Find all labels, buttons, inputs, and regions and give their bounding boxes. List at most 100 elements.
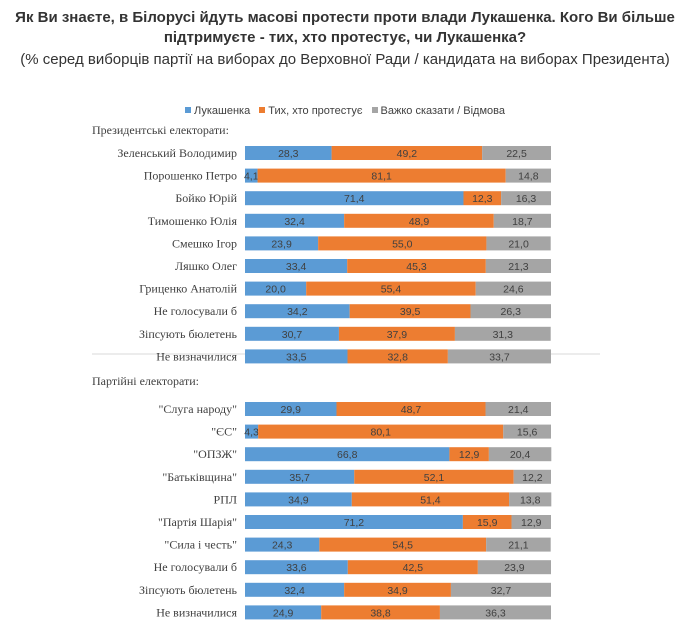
bar-segment-protesters xyxy=(318,236,487,251)
bar-segment-protesters xyxy=(462,515,512,529)
legend-swatch-lukashenko xyxy=(184,107,191,113)
bar-segment-hard-to-say xyxy=(477,560,551,575)
category-label: Бойко Юрій xyxy=(175,191,237,205)
bar-segment-lukashenko xyxy=(245,582,345,597)
category-label: "ЄС" xyxy=(211,425,237,439)
bar-segment-protesters xyxy=(344,213,494,228)
category-label: "Слуга народу" xyxy=(158,402,237,416)
data-label-hard-to-say: 16,3 xyxy=(516,193,537,205)
bar-segment-protesters xyxy=(463,191,502,206)
data-label-lukashenko: 4,1 xyxy=(244,171,259,183)
bar-segment-hard-to-say xyxy=(511,515,551,529)
bar-segment-hard-to-say xyxy=(485,402,551,416)
data-label-lukashenko: 20,0 xyxy=(265,284,286,296)
bar-segment-hard-to-say xyxy=(447,349,551,364)
legend-item-hard-to-say: Важко сказати / Відмова xyxy=(371,105,505,117)
data-label-lukashenko: 30,7 xyxy=(282,329,303,341)
category-label: Зеленський Володимир xyxy=(117,146,237,160)
bar-segment-protesters xyxy=(331,146,483,160)
bar-segment-lukashenko xyxy=(245,469,355,484)
bar-segment-hard-to-say xyxy=(509,492,552,507)
data-label-hard-to-say: 23,9 xyxy=(504,562,525,574)
bar-segment-lukashenko xyxy=(245,259,348,273)
data-label-protesters: 39,5 xyxy=(400,306,421,318)
data-label-hard-to-say: 12,2 xyxy=(522,472,543,484)
legend-label-protesters: Тих, хто протестує xyxy=(268,105,363,117)
data-label-lukashenko: 28,3 xyxy=(278,148,299,160)
data-label-hard-to-say: 22,5 xyxy=(506,148,527,160)
legend-label-hard-to-say: Важко сказати / Відмова xyxy=(380,105,505,117)
data-label-lukashenko: 32,4 xyxy=(284,585,305,597)
bar-segment-protesters xyxy=(336,402,486,416)
category-label: Тимошенко Юлія xyxy=(148,214,238,228)
data-label-lukashenko: 35,7 xyxy=(289,472,310,484)
legend-item-protesters: Тих, хто протестує xyxy=(259,105,362,117)
data-label-protesters: 12,3 xyxy=(472,193,493,205)
bar-segment-lukashenko xyxy=(245,537,320,552)
category-label: РПЛ xyxy=(214,492,237,506)
data-label-hard-to-say: 32,7 xyxy=(491,585,512,597)
bar-segment-hard-to-say xyxy=(513,469,551,484)
bar-segment-hard-to-say xyxy=(486,236,551,251)
bar-segment-lukashenko xyxy=(245,492,352,507)
group-label: Президентські електорати: xyxy=(92,123,229,137)
data-label-protesters: 81,1 xyxy=(371,171,392,183)
data-label-protesters: 38,8 xyxy=(370,607,391,619)
data-label-lukashenko: 71,2 xyxy=(344,517,365,529)
category-label: Не визначилися xyxy=(156,605,237,619)
bar-segment-lukashenko xyxy=(245,304,350,319)
chart-subtitle: (% серед виборців партії на виборах до В… xyxy=(20,51,670,68)
data-label-lukashenko: 33,4 xyxy=(286,261,307,273)
bar-segment-protesters xyxy=(349,304,471,319)
data-label-protesters: 48,7 xyxy=(401,404,422,416)
category-label: Не визначилися xyxy=(156,349,237,363)
data-label-lukashenko: 34,9 xyxy=(288,494,309,506)
data-label-hard-to-say: 21,4 xyxy=(508,404,529,416)
bar-segment-protesters xyxy=(321,605,440,620)
bar-segment-lukashenko xyxy=(245,515,463,529)
bar-segment-hard-to-say xyxy=(475,281,551,296)
category-label: Не голосували б xyxy=(154,560,237,574)
bar-segment-protesters xyxy=(347,560,478,575)
data-label-protesters: 55,4 xyxy=(381,284,402,296)
data-label-protesters: 55,0 xyxy=(392,238,413,250)
data-label-hard-to-say: 31,3 xyxy=(493,329,514,341)
bar-segment-hard-to-say xyxy=(482,146,551,160)
data-label-hard-to-say: 20,4 xyxy=(510,449,531,461)
data-label-lukashenko: 33,5 xyxy=(286,351,307,363)
category-label: Ляшко Олег xyxy=(175,259,237,273)
data-label-protesters: 32,8 xyxy=(387,351,408,363)
bar-segment-lukashenko xyxy=(245,605,322,620)
bar-segment-hard-to-say xyxy=(501,191,551,206)
bar-segment-hard-to-say xyxy=(439,605,551,620)
data-label-hard-to-say: 12,9 xyxy=(521,517,542,529)
data-label-lukashenko: 33,6 xyxy=(286,562,307,574)
bar-segment-hard-to-say xyxy=(488,447,552,462)
data-label-protesters: 80,1 xyxy=(370,427,391,439)
bar-segment-protesters xyxy=(354,469,514,484)
data-label-hard-to-say: 33,7 xyxy=(489,351,510,363)
data-label-protesters: 34,9 xyxy=(387,585,408,597)
data-label-hard-to-say: 21,0 xyxy=(508,238,529,250)
bar-segment-protesters xyxy=(338,326,455,341)
bar-segment-lukashenko xyxy=(245,424,259,439)
bar-segment-protesters xyxy=(347,349,448,364)
data-label-hard-to-say: 36,3 xyxy=(485,607,506,619)
category-label: Зіпсують бюлетень xyxy=(139,583,238,597)
category-label: Порошенко Петро xyxy=(144,169,237,183)
data-label-lukashenko: 29,9 xyxy=(281,404,302,416)
bar-segment-lukashenko xyxy=(245,349,348,364)
data-label-hard-to-say: 14,8 xyxy=(518,171,539,183)
data-label-hard-to-say: 13,8 xyxy=(520,494,541,506)
data-label-protesters: 51,4 xyxy=(420,494,441,506)
bar-segment-hard-to-say xyxy=(505,168,551,183)
bar-segment-lukashenko xyxy=(245,402,337,416)
legend-item-lukashenko: Лукашенка xyxy=(184,105,251,117)
legend-label-lukashenko: Лукашенка xyxy=(193,105,251,117)
bar-segment-hard-to-say xyxy=(485,259,551,273)
bar-segment-hard-to-say xyxy=(486,537,551,552)
category-label: Не голосували б xyxy=(154,304,237,318)
bar-segment-protesters xyxy=(344,582,451,597)
data-label-protesters: 12,9 xyxy=(459,449,480,461)
